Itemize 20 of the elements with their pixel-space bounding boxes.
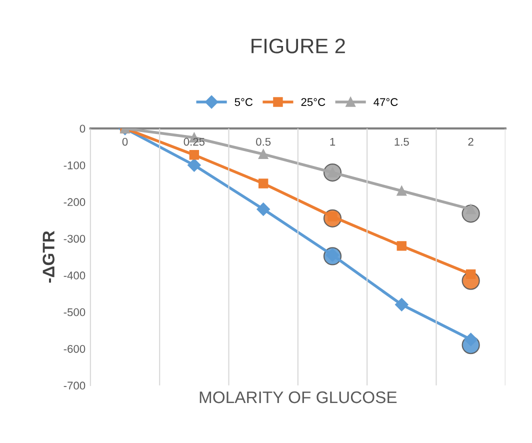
- x-tick-label: 0: [122, 138, 128, 146]
- x-axis-title: MOLARITY OF GLUCOSE: [200, 391, 397, 404]
- x-tick-label: 1.5: [394, 138, 409, 146]
- x-tick-label: 0.5: [256, 138, 271, 146]
- x-tick-label: 1: [330, 138, 336, 146]
- y-tick-label: -600: [64, 344, 86, 353]
- x-tick-label: 2: [468, 138, 474, 146]
- legend-label: 5°C: [234, 98, 253, 106]
- y-axis-title: -ΔGTR: [42, 230, 54, 283]
- y-tick-label: -200: [64, 198, 86, 206]
- y-tick-label: -100: [64, 161, 86, 170]
- y-tick-label: -700: [64, 382, 86, 390]
- y-tick-label: 0: [80, 124, 86, 133]
- y-tick-label: -400: [64, 272, 86, 280]
- y-tick-label: -500: [64, 308, 86, 316]
- legend-label: 25°C: [301, 98, 326, 106]
- x-tick-label: 0.25: [184, 138, 205, 146]
- legend-label: 47°C: [374, 98, 398, 106]
- chart-title: FIGURE 2: [252, 38, 345, 54]
- y-tick-label: -300: [64, 234, 86, 243]
